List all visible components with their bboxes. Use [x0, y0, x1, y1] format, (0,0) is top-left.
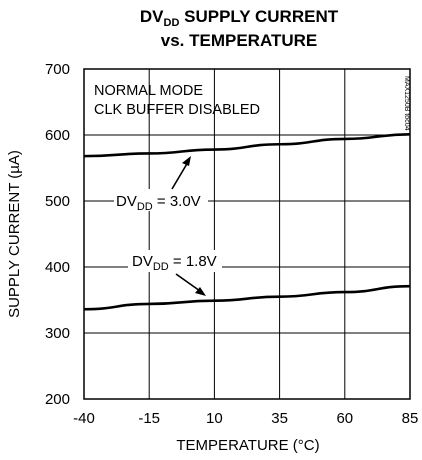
y-tick-label: 200	[45, 391, 70, 408]
x-tick-labels: -40 -15 10 35 60 85	[73, 410, 418, 427]
x-tick-label: 60	[336, 410, 353, 427]
x-axis-label: TEMPERATURE (°C)	[176, 437, 319, 454]
arrow-1v8-shaft	[175, 273, 201, 292]
chart-title-line1: DVDD SUPPLY CURRENT	[140, 7, 339, 29]
series-label-bg-1v8	[128, 250, 222, 272]
series-label-3v0: DVDD = 3.0V	[116, 193, 201, 213]
y-tick-label: 400	[45, 259, 70, 276]
y-tick-label: 500	[45, 193, 70, 210]
series-line-0	[83, 133, 411, 158]
x-tick-label: 10	[206, 410, 223, 427]
arrow-3v0-shaft	[171, 161, 189, 190]
annotation-normal-mode: NORMAL MODE	[94, 83, 203, 99]
watermark: MAX1250B toc04	[403, 76, 410, 131]
annotation-clk-buffer: CLK BUFFER DISABLED	[94, 102, 260, 118]
arrow-1v8-head	[195, 287, 206, 296]
y-tick-label: 600	[45, 127, 70, 144]
plot-frame	[83, 68, 411, 400]
y-tick-label: 300	[45, 325, 70, 342]
series-label-bg-3v0	[114, 189, 208, 211]
y-tick-label: 700	[45, 61, 70, 78]
series-line-1	[83, 284, 411, 311]
plot-grid	[84, 69, 410, 399]
x-tick-label: 35	[271, 410, 288, 427]
x-tick-label: 85	[402, 410, 419, 427]
series-group	[83, 133, 411, 311]
y-tick-labels: 200 300 400 500 600 700	[45, 61, 70, 408]
x-tick-label: -15	[138, 410, 160, 427]
y-axis-label: SUPPLY CURRENT (µA)	[6, 150, 23, 318]
series-label-1v8: DVDD = 1.8V	[132, 253, 217, 273]
x-tick-label: -40	[73, 410, 95, 427]
arrow-3v0-head	[182, 156, 191, 166]
chart-title-line2: vs. TEMPERATURE	[161, 31, 318, 50]
